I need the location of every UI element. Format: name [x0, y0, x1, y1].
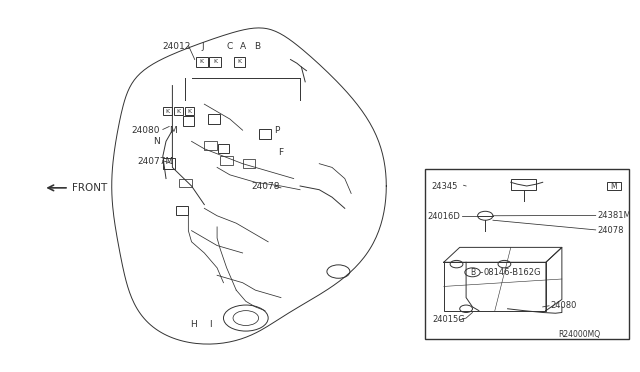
Bar: [218, 144, 229, 153]
Bar: [444, 262, 546, 311]
Text: K: K: [200, 59, 204, 64]
Text: 24381M: 24381M: [597, 211, 631, 220]
Bar: [511, 179, 536, 190]
Text: 24015G: 24015G: [432, 315, 465, 324]
Bar: [182, 116, 194, 126]
Text: 24016D: 24016D: [428, 212, 461, 221]
Bar: [220, 156, 233, 165]
Bar: [196, 57, 207, 67]
Bar: [424, 169, 629, 339]
Text: K: K: [165, 109, 170, 114]
Bar: [607, 182, 621, 190]
Text: 24077M: 24077M: [137, 157, 173, 166]
Text: K: K: [176, 109, 180, 114]
Text: R24000MQ: R24000MQ: [559, 330, 601, 339]
Text: K: K: [188, 109, 192, 114]
Bar: [204, 141, 217, 150]
Bar: [179, 179, 191, 187]
Text: K: K: [213, 59, 217, 64]
Text: 24345: 24345: [431, 182, 458, 190]
Text: 24078: 24078: [597, 226, 623, 235]
Text: C: C: [227, 42, 233, 51]
Bar: [243, 159, 255, 168]
Bar: [176, 205, 188, 215]
Bar: [234, 57, 245, 67]
Text: I: I: [209, 320, 212, 329]
Text: 24078: 24078: [251, 182, 280, 191]
Bar: [163, 107, 172, 115]
Text: 24012: 24012: [163, 42, 191, 51]
Bar: [208, 114, 220, 124]
Text: B: B: [254, 42, 260, 51]
Text: FRONT: FRONT: [72, 183, 108, 193]
Text: F: F: [278, 148, 283, 157]
Bar: [209, 57, 221, 67]
Text: K: K: [237, 59, 241, 64]
Text: P: P: [275, 126, 280, 135]
Text: M: M: [611, 182, 617, 191]
Text: M: M: [169, 126, 177, 135]
Bar: [259, 129, 271, 139]
Bar: [185, 107, 194, 115]
Text: A: A: [239, 42, 246, 51]
Text: 24080: 24080: [131, 126, 159, 135]
Text: 08146-B162G: 08146-B162G: [483, 268, 541, 277]
Text: 24080: 24080: [550, 301, 577, 310]
Bar: [163, 158, 175, 169]
Text: H: H: [189, 320, 196, 329]
Text: B: B: [470, 268, 475, 277]
Text: N: N: [153, 137, 160, 146]
Text: J: J: [201, 42, 204, 51]
Bar: [173, 107, 182, 115]
